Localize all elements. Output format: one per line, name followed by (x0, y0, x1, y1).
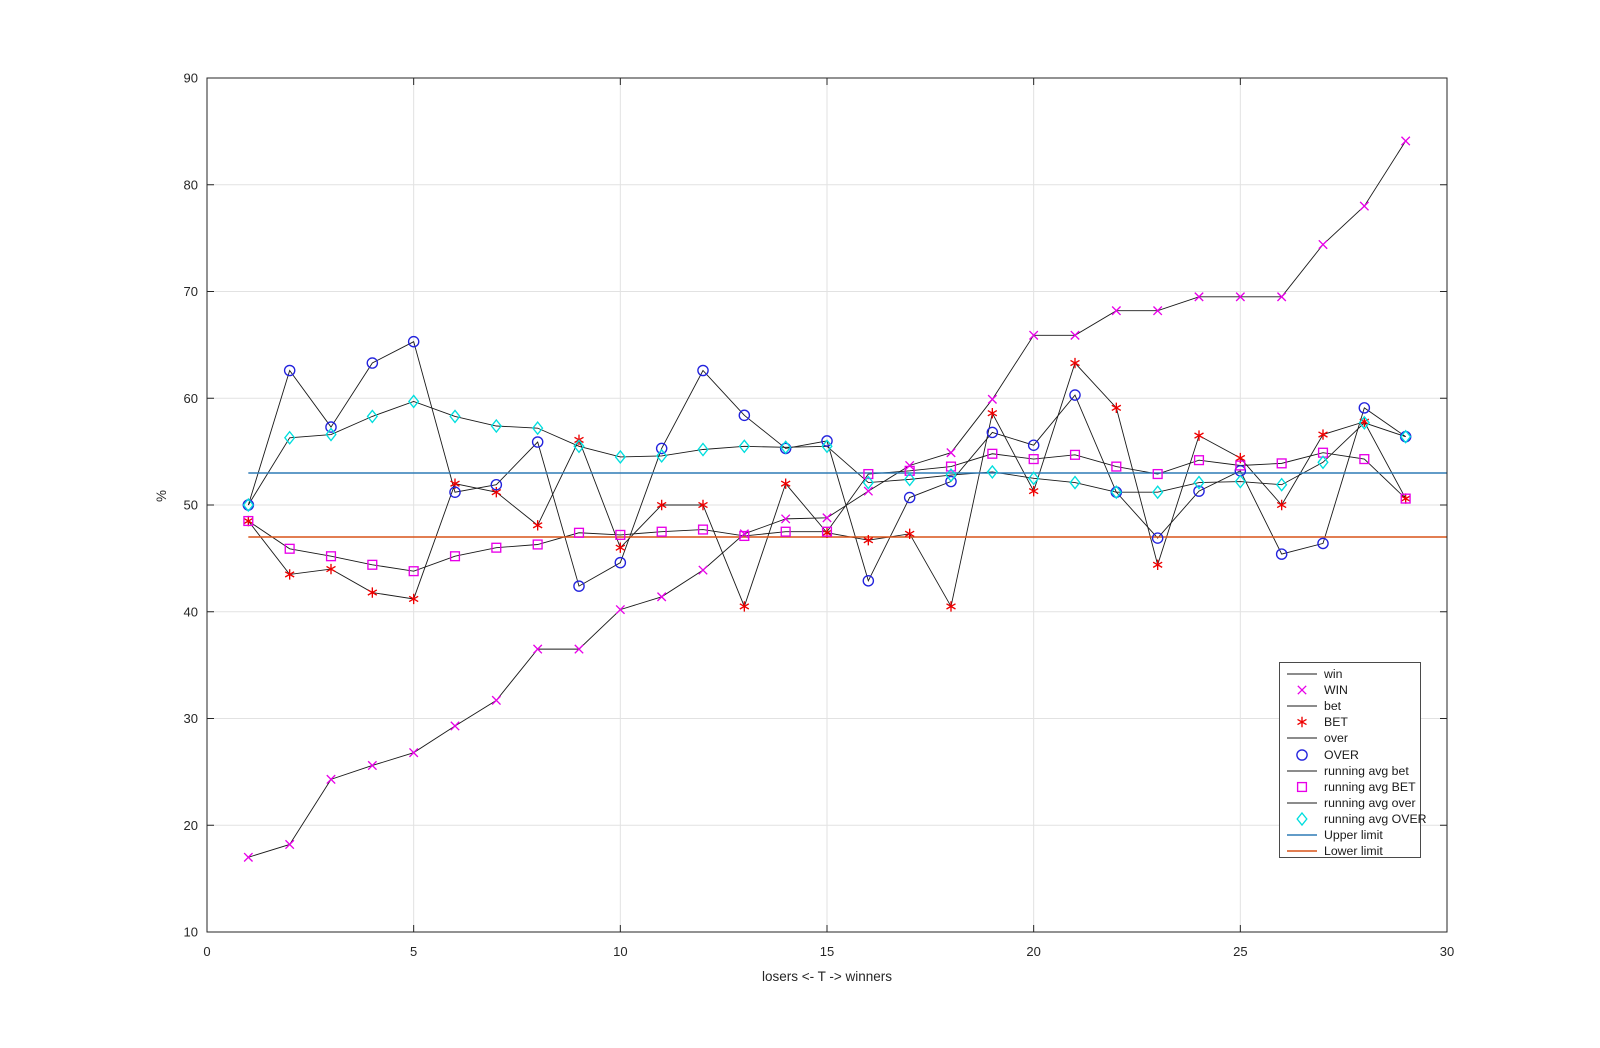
y-tick-label: 40 (184, 604, 198, 619)
series-running-avg-BET-markers (243, 447, 1411, 577)
legend-item-running-avg-OVER: running avg OVER (1286, 811, 1427, 827)
legend-line-sample-icon (1287, 737, 1317, 739)
legend-item-running-avg-bet: running avg bet (1286, 763, 1420, 779)
legend-line-sample-icon (1287, 834, 1317, 836)
gridlines (207, 78, 1447, 932)
legend-label: running avg bet (1324, 763, 1409, 778)
legend-asterisk-marker-icon (1297, 717, 1307, 728)
legend-label: Lower limit (1324, 844, 1383, 859)
x-tick-label: 25 (1233, 944, 1247, 959)
y-tick-label: 50 (184, 498, 198, 513)
legend-line-sample-icon (1287, 705, 1317, 707)
legend-label: win (1324, 667, 1343, 682)
x-tick-label: 10 (613, 944, 627, 959)
legend-item-Lower-limit: Lower limit (1286, 843, 1420, 859)
legend-item-win: win (1286, 666, 1420, 682)
legend-label: Upper limit (1324, 827, 1383, 842)
y-tick-label: 60 (184, 391, 198, 406)
legend-label: bet (1324, 699, 1342, 714)
legend-item-bet: bet (1286, 698, 1420, 714)
y-tick-label: 90 (184, 71, 198, 86)
legend-label: over (1324, 731, 1348, 746)
y-axis-title: % (154, 490, 169, 502)
legend-item-over: over (1286, 730, 1420, 746)
y-tick-labels: 10 20 30 40 50 60 70 80 90 (184, 71, 198, 940)
legend: win WIN bet BET over OVER running avg bet runni… (1279, 662, 1427, 859)
legend-item-running-avg-BET: running avg BET (1286, 779, 1420, 795)
legend-item-running-avg-over: running avg over (1286, 795, 1420, 811)
legend-line-sample-icon (1287, 802, 1317, 804)
legend-line-sample-icon (1287, 673, 1317, 675)
x-tick-label: 30 (1440, 944, 1454, 959)
legend-line-sample-icon (1287, 770, 1317, 772)
series-BET-markers (243, 357, 1411, 612)
legend-label: running avg over (1324, 795, 1416, 810)
legend-item-WIN: WIN (1286, 682, 1420, 698)
y-tick-label: 70 (184, 284, 198, 299)
legend-item-BET: BET (1286, 714, 1420, 730)
x-tick-label: 0 (203, 944, 210, 959)
legend-label: WIN (1324, 683, 1348, 698)
series-WIN-markers (243, 136, 1411, 862)
y-tick-label: 30 (184, 711, 198, 726)
legend-item-Upper-limit: Upper limit (1286, 827, 1420, 843)
legend-label: running avg OVER (1324, 811, 1427, 826)
x-tick-label: 15 (820, 944, 834, 959)
legend-item-OVER: OVER (1286, 746, 1420, 762)
legend-label: BET (1324, 715, 1348, 730)
legend-label: running avg BET (1324, 779, 1416, 794)
legend-x-marker-icon (1297, 685, 1307, 695)
y-tick-label: 20 (184, 818, 198, 833)
legend-label: OVER (1324, 747, 1359, 762)
x-tick-label: 20 (1026, 944, 1040, 959)
y-tick-label: 80 (184, 177, 198, 192)
x-tick-label: 5 (410, 944, 417, 959)
axis-ticks (206, 77, 1448, 933)
legend-line-sample-icon (1287, 850, 1317, 852)
series-running-avg-OVER-markers (242, 394, 1412, 513)
legend-circle-marker-icon (1296, 748, 1308, 761)
legend-square-marker-icon (1296, 781, 1308, 792)
x-axis-title: losers <- T -> winners (762, 969, 892, 984)
legend-diamond-marker-icon (1296, 811, 1308, 826)
x-tick-labels: 0 5 10 15 20 25 30 (203, 944, 1454, 959)
y-tick-label: 10 (184, 925, 198, 940)
